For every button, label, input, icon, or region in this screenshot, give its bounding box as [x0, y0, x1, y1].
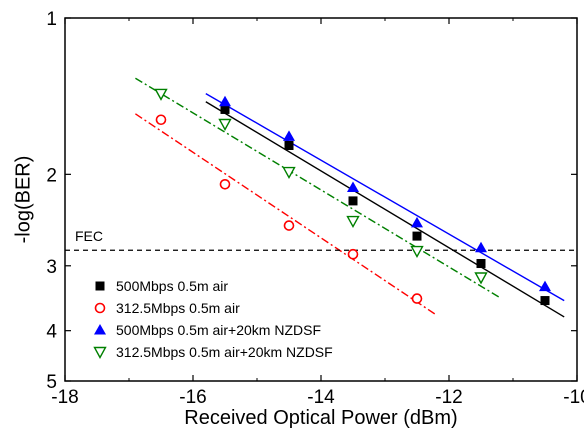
- fit-line: [135, 113, 437, 316]
- data-point-series-1: [476, 259, 486, 269]
- data-point-series-2: [411, 293, 423, 304]
- fit-lines: [135, 77, 565, 318]
- axes: -18 -16 -14 -12 -10 1 2 3 4 5: [46, 9, 584, 408]
- y-tick-label: 1: [46, 9, 57, 30]
- data-point-series-4: [346, 215, 360, 228]
- legend-marker: [93, 346, 107, 359]
- data-point-series-3: [475, 241, 487, 253]
- data-markers: [154, 88, 551, 306]
- data-point-series-2: [347, 248, 359, 260]
- legend: 500Mbps 0.5m air 312.5Mbps 0.5m air 500Mbp…: [93, 278, 333, 360]
- data-point-series-2: [283, 220, 295, 231]
- plot-frame: [64, 17, 578, 382]
- data-point-series-3: [539, 280, 551, 292]
- data-point-series-1: [348, 196, 358, 206]
- data-point-series-1: [284, 141, 294, 151]
- legend-marker: [94, 324, 106, 335]
- fit-line: [205, 93, 565, 302]
- fit-line: [135, 77, 501, 299]
- legend-label: 500Mbps 0.5m air: [116, 278, 228, 294]
- data-point-series-3: [411, 216, 423, 228]
- legend-label: 312.5Mbps 0.5m air: [116, 300, 240, 316]
- data-point-series-3: [283, 130, 295, 141]
- data-point-series-2: [155, 114, 167, 126]
- data-point-series-2: [219, 178, 231, 190]
- data-point-series-1: [412, 231, 422, 241]
- data-point-series-3: [219, 95, 231, 107]
- x-tick-label: -10: [563, 387, 584, 408]
- data-point-series-4: [410, 245, 424, 258]
- fec-threshold: FEC: [65, 228, 577, 251]
- data-point-series-4: [218, 118, 232, 131]
- y-tick-label: 4: [46, 322, 57, 343]
- legend-marker: [95, 281, 105, 291]
- data-point-series-4: [282, 166, 296, 180]
- x-tick-label: -14: [307, 387, 335, 408]
- y-axis-label: -log(BER): [12, 156, 34, 244]
- data-point-series-1: [540, 296, 550, 306]
- y-tick-label: 5: [46, 372, 57, 393]
- fec-threshold-label: FEC: [75, 228, 103, 244]
- legend-label: 500Mbps 0.5m air+20km NZDSF: [116, 322, 321, 338]
- data-point-series-4: [154, 88, 168, 101]
- data-point-series-4: [474, 272, 488, 285]
- x-tick-label: -12: [435, 387, 462, 408]
- y-tick-label: 2: [46, 165, 57, 186]
- x-tick-label: -18: [51, 387, 78, 408]
- data-point-series-3: [347, 181, 359, 192]
- legend-marker: [94, 302, 106, 314]
- fit-line: [205, 101, 565, 318]
- x-tick-label: -16: [179, 387, 206, 408]
- legend-label: 312.5Mbps 0.5m air+20km NZDSF: [116, 344, 333, 360]
- data-point-series-1: [220, 104, 230, 114]
- y-tick-label: 3: [46, 257, 57, 278]
- x-axis-label: Received Optical Power (dBm): [184, 407, 457, 429]
